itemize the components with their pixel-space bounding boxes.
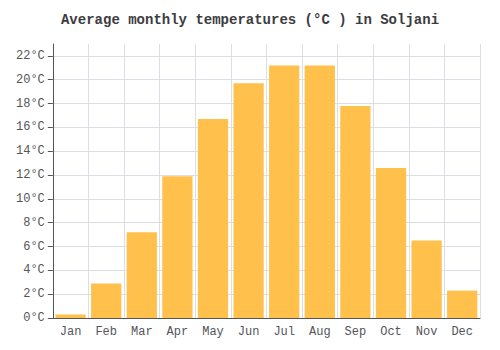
svg-text:Aug: Aug [309,325,331,339]
svg-text:10°C: 10°C [16,192,45,206]
svg-text:20°C: 20°C [16,73,45,87]
svg-text:16°C: 16°C [16,120,45,134]
svg-text:Nov: Nov [416,325,438,339]
svg-text:May: May [202,325,224,339]
svg-text:14°C: 14°C [16,144,45,158]
svg-text:8°C: 8°C [23,216,45,230]
svg-text:Oct: Oct [380,325,402,339]
svg-text:Feb: Feb [95,325,117,339]
svg-text:Average monthly temperatures (: Average monthly temperatures (°C ) in So… [61,12,439,28]
svg-text:0°C: 0°C [23,311,45,325]
svg-text:Jun: Jun [238,325,260,339]
svg-text:2°C: 2°C [23,287,45,301]
svg-text:Jan: Jan [60,325,82,339]
svg-text:Dec: Dec [451,325,473,339]
svg-text:4°C: 4°C [23,263,45,277]
svg-text:22°C: 22°C [16,49,45,63]
svg-text:6°C: 6°C [23,240,45,254]
svg-text:Mar: Mar [131,325,153,339]
svg-text:Jul: Jul [273,325,295,339]
svg-text:12°C: 12°C [16,168,45,182]
svg-text:Apr: Apr [167,325,189,339]
svg-text:Sep: Sep [345,325,367,339]
svg-text:18°C: 18°C [16,97,45,111]
